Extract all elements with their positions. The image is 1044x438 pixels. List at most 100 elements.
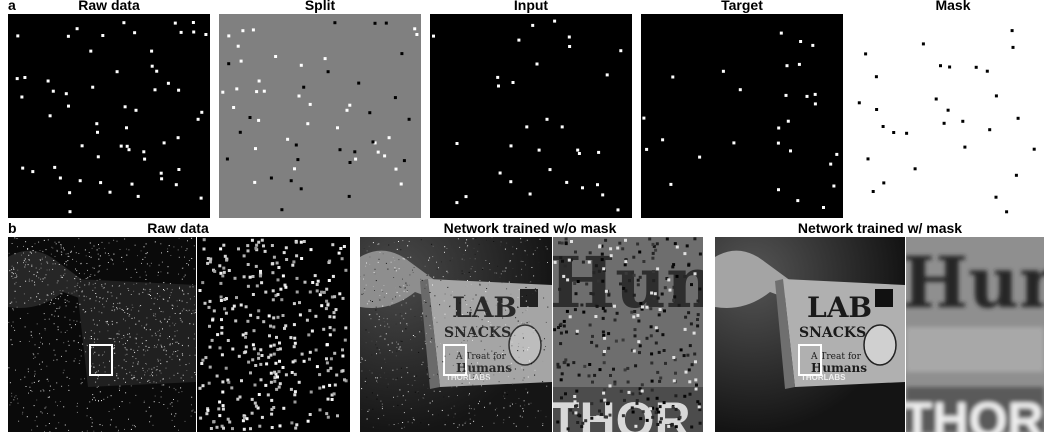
pixel-dot: [298, 301, 301, 305]
pixel-dot: [383, 414, 385, 416]
pixel-dot: [292, 345, 296, 349]
pixel-dot: [667, 424, 671, 428]
pixel-dot: [453, 398, 455, 400]
noise-speckle: [188, 264, 189, 266]
pixel-dot: [206, 407, 210, 411]
pixel-dot: [227, 62, 231, 66]
pixel-dot: [574, 292, 578, 296]
roi-box-raw: [89, 344, 113, 376]
noise-speckle: [38, 380, 40, 382]
noise-speckle: [90, 256, 92, 258]
pixel-dot: [375, 280, 377, 282]
noise-speckle: [41, 258, 43, 260]
noise-speckle: [97, 253, 99, 255]
noise-speckle: [186, 302, 188, 304]
pixel-dot: [15, 77, 19, 81]
pixel-dot: [481, 385, 482, 387]
noise-speckle: [101, 286, 103, 287]
pixel-dot: [153, 88, 157, 92]
noise-speckle: [134, 425, 135, 426]
noise-speckle: [99, 255, 101, 257]
pixel-dot: [378, 316, 380, 318]
pixel-dot: [592, 271, 596, 275]
noise-speckle: [103, 398, 105, 400]
pixel-dot: [583, 364, 587, 368]
pixel-dot: [474, 335, 476, 337]
pixel-dot: [608, 413, 612, 417]
pixel-dot: [219, 295, 223, 299]
pixel-dot: [491, 237, 493, 239]
pixel-dot: [491, 292, 493, 294]
noise-speckle: [73, 340, 75, 342]
noise-speckle: [114, 352, 116, 354]
pixel-dot: [292, 260, 296, 264]
noise-speckle: [185, 250, 187, 251]
pixel-dot: [333, 383, 337, 387]
pixel-dot: [661, 138, 665, 142]
pixel-dot: [519, 378, 521, 380]
pixel-dot: [425, 343, 427, 345]
pixel-dot: [597, 150, 601, 154]
noise-speckle: [158, 402, 160, 403]
noise-speckle: [148, 379, 150, 381]
pixel-dot: [423, 384, 424, 386]
pixel-dot: [361, 357, 363, 359]
pixel-dot: [518, 324, 520, 326]
pixel-dot: [396, 248, 398, 250]
noise-speckle: [52, 268, 54, 270]
noise-speckle: [84, 337, 85, 339]
pixel-dot: [523, 400, 525, 402]
pixel-dot: [777, 188, 780, 192]
pixel-dot: [460, 360, 462, 362]
pixel-dot: [515, 425, 517, 427]
roi-box: [443, 344, 467, 376]
noise-speckle: [40, 278, 42, 280]
pixel-dot: [403, 426, 405, 428]
pixel-dot: [405, 282, 407, 284]
pixel-dot: [453, 423, 455, 425]
pixel-dot: [590, 416, 594, 420]
noise-speckle: [103, 297, 104, 299]
noise-speckle: [125, 369, 127, 370]
pixel-dot: [206, 408, 210, 412]
pixel-dot: [466, 246, 468, 248]
pixel-dot: [310, 329, 314, 333]
pixel-dot: [361, 293, 363, 295]
pixel-dot: [974, 65, 978, 69]
pixel-dot: [472, 238, 474, 240]
pixel-dot: [527, 426, 529, 428]
noise-speckle: [68, 344, 70, 346]
noise-speckle: [177, 350, 179, 352]
pixel-dot: [290, 421, 294, 425]
pixel-dot: [134, 108, 138, 112]
noise-speckle: [24, 326, 26, 328]
pixel-dot: [413, 419, 415, 421]
pixel-dot: [622, 287, 626, 290]
pixel-dot: [259, 348, 263, 352]
noise-speckle: [66, 287, 68, 289]
pixel-dot: [1032, 147, 1036, 151]
noise-speckle: [143, 349, 145, 350]
pixel-dot: [539, 238, 541, 240]
pixel-dot: [275, 261, 279, 265]
noise-speckle: [113, 310, 115, 312]
pixel-dot: [593, 373, 597, 377]
pixel-dot: [881, 125, 885, 128]
pixel-dot: [257, 118, 261, 122]
noise-speckle: [96, 279, 98, 281]
pixel-dot: [245, 417, 249, 421]
pixel-dot: [397, 404, 399, 406]
noise-speckle: [167, 251, 169, 253]
pixel-dot: [209, 427, 213, 430]
pixel-dot: [447, 272, 449, 274]
pixel-dot: [559, 331, 563, 335]
noise-speckle: [111, 323, 113, 325]
pixel-dot: [262, 89, 266, 93]
pixel-dot: [627, 390, 631, 394]
pixel-dot: [588, 251, 592, 255]
noise-speckle: [171, 358, 173, 360]
pixel-dot: [482, 267, 484, 269]
noise-speckle: [63, 406, 65, 408]
pixel-dot: [619, 389, 623, 393]
pixel-dot: [427, 366, 429, 367]
